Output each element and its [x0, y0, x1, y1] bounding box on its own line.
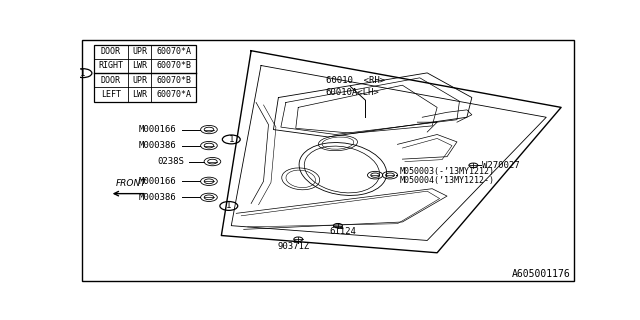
- Text: 61124: 61124: [330, 227, 356, 236]
- Text: M000386: M000386: [139, 141, 177, 150]
- Text: 1: 1: [226, 202, 232, 211]
- Text: LEFT: LEFT: [100, 90, 121, 99]
- Text: 60070*A: 60070*A: [156, 90, 191, 99]
- Text: RIGHT: RIGHT: [99, 61, 124, 70]
- Text: 1: 1: [80, 69, 86, 78]
- Text: M050004(’13MY1212-): M050004(’13MY1212-): [400, 176, 495, 185]
- Text: DOOR: DOOR: [100, 76, 121, 85]
- Text: M000166: M000166: [139, 125, 177, 134]
- Text: 60070*A: 60070*A: [156, 47, 191, 56]
- Text: UPR: UPR: [132, 76, 147, 85]
- Text: LWR: LWR: [132, 61, 147, 70]
- Text: M000386: M000386: [139, 193, 177, 202]
- Text: 60010  <RH>: 60010 <RH>: [326, 76, 385, 85]
- Text: M000166: M000166: [139, 177, 177, 186]
- Text: 60070*B: 60070*B: [156, 61, 191, 70]
- Text: M050003(-’13MY1212): M050003(-’13MY1212): [400, 167, 495, 176]
- Text: FRONT: FRONT: [115, 179, 146, 188]
- Text: DOOR: DOOR: [100, 47, 121, 56]
- Text: 90371Z: 90371Z: [277, 242, 309, 251]
- Text: UPR: UPR: [132, 47, 147, 56]
- Text: LWR: LWR: [132, 90, 147, 99]
- Bar: [94, 44, 196, 102]
- Text: W270027: W270027: [482, 161, 520, 170]
- Text: 60070*B: 60070*B: [156, 76, 191, 85]
- Text: A605001176: A605001176: [512, 269, 571, 279]
- Text: 1: 1: [228, 135, 234, 144]
- Text: 0238S: 0238S: [157, 157, 184, 166]
- Text: 60010A<LH>: 60010A<LH>: [326, 88, 380, 97]
